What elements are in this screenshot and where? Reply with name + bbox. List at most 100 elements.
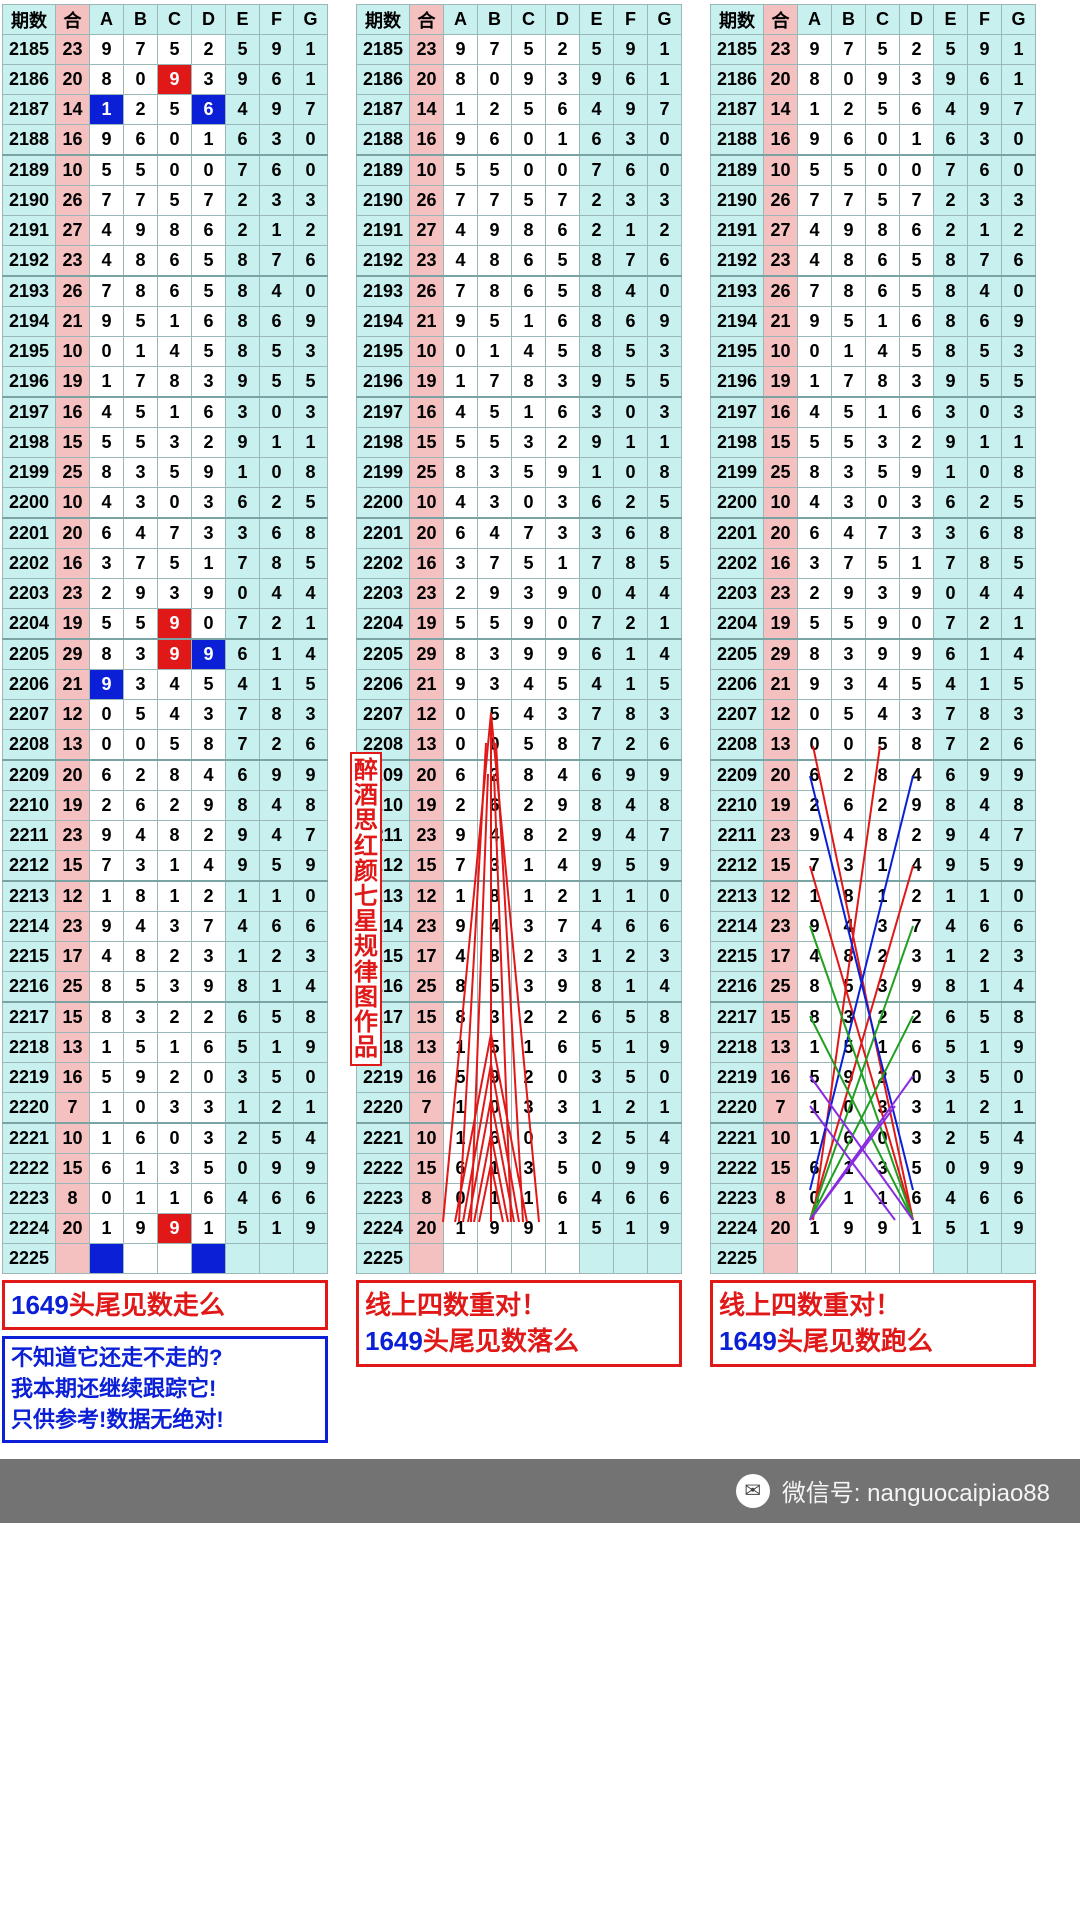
num-cell: 7 bbox=[832, 549, 866, 579]
num-cell: 1 bbox=[900, 1214, 934, 1244]
num-cell: 2 bbox=[546, 428, 580, 458]
sum-cell: 13 bbox=[764, 730, 798, 761]
num-cell: 5 bbox=[124, 155, 158, 186]
num-cell: 4 bbox=[444, 216, 478, 246]
num-cell: 7 bbox=[580, 155, 614, 186]
num-cell: 1 bbox=[158, 397, 192, 428]
num-cell: 9 bbox=[90, 912, 124, 942]
num-cell: 8 bbox=[158, 821, 192, 851]
num-cell: 3 bbox=[124, 639, 158, 670]
num-cell: 1 bbox=[968, 1214, 1002, 1244]
sum-cell: 20 bbox=[56, 1214, 90, 1244]
period-cell: 2185 bbox=[711, 35, 764, 65]
num-cell: 3 bbox=[866, 972, 900, 1003]
num-cell: 6 bbox=[260, 1184, 294, 1214]
num-cell: 3 bbox=[124, 458, 158, 488]
num-cell: 4 bbox=[478, 518, 512, 549]
num-cell: 6 bbox=[226, 1002, 260, 1033]
num-cell: 3 bbox=[648, 186, 682, 216]
num-cell: 6 bbox=[1002, 912, 1036, 942]
num-cell: 6 bbox=[546, 216, 580, 246]
period-cell: 2218 bbox=[3, 1033, 56, 1063]
sum-cell: 23 bbox=[764, 579, 798, 609]
num-cell: 1 bbox=[614, 881, 648, 912]
num-cell: 0 bbox=[444, 700, 478, 730]
sum-cell: 29 bbox=[56, 639, 90, 670]
num-cell: 8 bbox=[866, 367, 900, 398]
num-cell: 0 bbox=[444, 1184, 478, 1214]
sum-cell: 20 bbox=[56, 518, 90, 549]
num-cell: 8 bbox=[900, 730, 934, 761]
period-cell: 2201 bbox=[357, 518, 410, 549]
num-cell: 1 bbox=[580, 942, 614, 972]
num-cell: 4 bbox=[968, 276, 1002, 307]
num-cell: 0 bbox=[648, 1063, 682, 1093]
num-cell: 7 bbox=[226, 700, 260, 730]
period-cell: 2213 bbox=[711, 881, 764, 912]
period-cell: 2219 bbox=[3, 1063, 56, 1093]
num-cell: 9 bbox=[124, 216, 158, 246]
num-cell: 6 bbox=[798, 760, 832, 791]
num-cell: 2 bbox=[512, 942, 546, 972]
num-cell: 4 bbox=[866, 700, 900, 730]
period-cell: 2185 bbox=[3, 35, 56, 65]
num-cell: 8 bbox=[294, 1002, 328, 1033]
num-cell: 3 bbox=[512, 1154, 546, 1184]
period-cell: 2196 bbox=[3, 367, 56, 398]
num-cell: 7 bbox=[124, 549, 158, 579]
period-cell: 2204 bbox=[3, 609, 56, 640]
num-cell: 0 bbox=[226, 579, 260, 609]
tables-wrap: 期数合ABCDEFG218523975259121862080939612187… bbox=[2, 4, 1078, 1443]
num-cell: 6 bbox=[968, 1184, 1002, 1214]
num-cell: 8 bbox=[192, 730, 226, 761]
num-cell: 5 bbox=[192, 246, 226, 277]
num-cell: 6 bbox=[226, 125, 260, 156]
num-cell: 8 bbox=[478, 276, 512, 307]
num-cell bbox=[648, 1244, 682, 1274]
num-cell: 1 bbox=[444, 1123, 478, 1154]
num-cell: 1 bbox=[260, 1214, 294, 1244]
num-cell: 3 bbox=[648, 337, 682, 367]
num-cell: 3 bbox=[478, 851, 512, 882]
num-cell: 3 bbox=[260, 186, 294, 216]
num-cell: 3 bbox=[832, 670, 866, 700]
num-cell: 5 bbox=[226, 35, 260, 65]
num-cell: 9 bbox=[648, 307, 682, 337]
period-cell: 2188 bbox=[711, 125, 764, 156]
num-cell: 9 bbox=[260, 95, 294, 125]
num-cell: 2 bbox=[158, 1002, 192, 1033]
period-cell: 2190 bbox=[357, 186, 410, 216]
num-cell: 6 bbox=[158, 276, 192, 307]
table2-red-caption: 线上四数重对！1649头尾见数落么 bbox=[356, 1280, 682, 1367]
num-cell: 7 bbox=[124, 186, 158, 216]
period-cell: 2222 bbox=[357, 1154, 410, 1184]
num-cell: 3 bbox=[192, 1123, 226, 1154]
num-cell: 1 bbox=[832, 1154, 866, 1184]
period-cell: 2211 bbox=[711, 821, 764, 851]
num-cell: 8 bbox=[90, 458, 124, 488]
num-cell: 1 bbox=[158, 307, 192, 337]
num-cell: 9 bbox=[546, 458, 580, 488]
num-cell: 8 bbox=[444, 972, 478, 1003]
num-cell: 1 bbox=[90, 881, 124, 912]
num-cell: 1 bbox=[90, 1033, 124, 1063]
period-cell: 2220 bbox=[711, 1093, 764, 1124]
num-cell: 3 bbox=[512, 1093, 546, 1124]
num-cell: 4 bbox=[832, 518, 866, 549]
num-cell: 3 bbox=[1002, 700, 1036, 730]
num-cell: 4 bbox=[512, 700, 546, 730]
num-cell: 6 bbox=[934, 639, 968, 670]
num-cell: 2 bbox=[866, 1002, 900, 1033]
sum-cell: 20 bbox=[410, 1214, 444, 1244]
num-cell: 4 bbox=[260, 821, 294, 851]
num-cell: 2 bbox=[192, 1002, 226, 1033]
num-cell: 0 bbox=[900, 155, 934, 186]
num-cell: 8 bbox=[1002, 791, 1036, 821]
num-cell: 2 bbox=[90, 579, 124, 609]
num-cell: 2 bbox=[866, 942, 900, 972]
num-cell: 7 bbox=[90, 186, 124, 216]
sum-cell: 13 bbox=[764, 1033, 798, 1063]
num-cell: 9 bbox=[968, 1154, 1002, 1184]
num-cell: 4 bbox=[580, 912, 614, 942]
num-cell: 1 bbox=[614, 639, 648, 670]
